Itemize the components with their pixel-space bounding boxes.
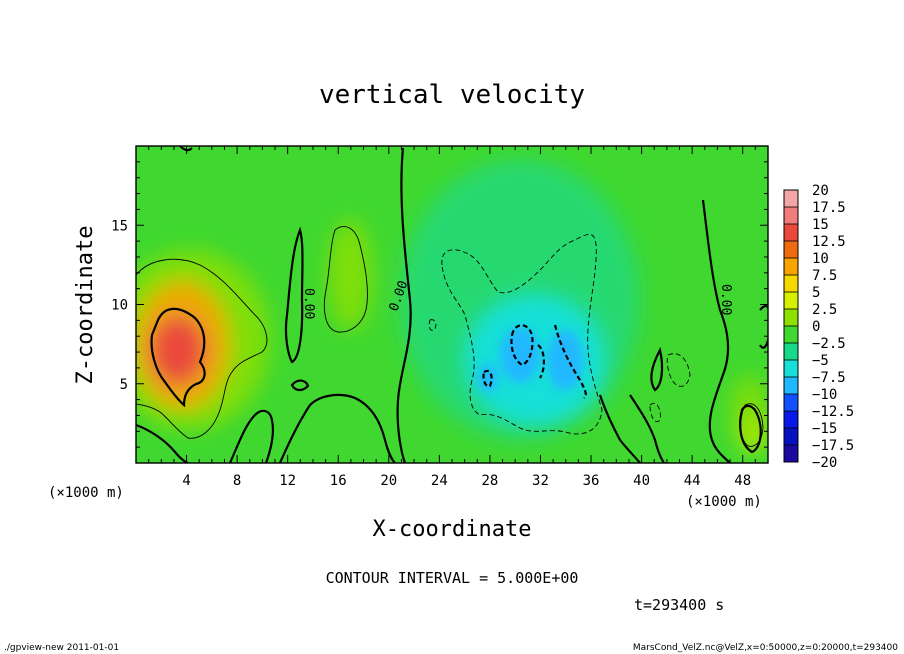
colorbar-swatch: [784, 275, 798, 292]
y-tick-label: 15: [111, 218, 128, 234]
chart-title: vertical velocity: [319, 80, 585, 110]
colorbar-swatch: [784, 224, 798, 241]
colorbar-swatch: [784, 190, 798, 207]
x-tick-label: 44: [684, 473, 701, 489]
colorbar-swatch: [784, 326, 798, 343]
x-unit-label: (×1000 m): [686, 494, 762, 510]
z-unit-label: (×1000 m): [48, 485, 124, 501]
time-label: t=293400 s: [634, 596, 724, 614]
contour-minus5-b: [666, 353, 691, 387]
colorbar-swatch: [784, 343, 798, 360]
x-tick-label: 32: [532, 473, 549, 489]
contour-minus10-b: [553, 324, 587, 399]
plot-area: 0.00 0.00 0.00: [136, 146, 768, 463]
contour-zero-36: [598, 394, 641, 463]
colorbar-label: 20: [812, 183, 829, 199]
colorbar-swatch: [784, 360, 798, 377]
downdraft-core-a: [500, 327, 540, 383]
colorbar-swatch: [784, 411, 798, 428]
colorbar-label: −5: [812, 353, 829, 369]
colorbar-label: 7.5: [812, 268, 837, 284]
x-tick-label: 16: [330, 473, 347, 489]
colorbar-label: 2.5: [812, 302, 837, 318]
colorbar-label: −2.5: [812, 336, 846, 352]
colorbar-label: 17.5: [812, 200, 846, 216]
colorbar-label: 0: [812, 319, 820, 335]
y-tick-label: 5: [120, 377, 128, 393]
positive-plume-right: [730, 375, 768, 445]
colorbar-swatch: [784, 241, 798, 258]
colorbar: 2017.51512.5107.552.50−2.5−5−7.5−10−12.5…: [783, 183, 854, 471]
updraft-core: [150, 315, 206, 385]
contour-zero-40: [629, 394, 665, 463]
contour-zero-top: [179, 146, 193, 152]
contour-updraft-core: [150, 307, 206, 408]
contour-zero-left-bottom: [136, 423, 189, 463]
footer-right: MarsCond_VelZ.nc@VelZ,x=0:50000,z=0:2000…: [632, 643, 898, 653]
x-tick-label: 48: [734, 473, 751, 489]
contour-interval: CONTOUR INTERVAL = 5.000E+00: [326, 569, 579, 587]
x-tick-label: 4: [182, 473, 190, 489]
colorbar-swatch: [784, 258, 798, 275]
contour-minus10-d: [537, 344, 545, 379]
colorbar-swatch: [784, 394, 798, 411]
colorbar-label: −7.5: [812, 370, 846, 386]
contour-zero-48: [739, 404, 762, 454]
contour-zero-12: [284, 226, 304, 364]
x-tick-label: 24: [431, 473, 448, 489]
x-tick-label: 28: [481, 473, 498, 489]
contour-zero-lower-left: [228, 409, 274, 463]
colorbar-label: 10: [812, 251, 829, 267]
x-axis-label: X-coordinate: [373, 517, 532, 542]
colorbar-label: 12.5: [812, 234, 846, 250]
contour-zero-32: [650, 346, 664, 392]
colorbar-label: −12.5: [812, 404, 854, 420]
colorbar-label: −17.5: [812, 438, 854, 454]
colorbar-label: −10: [812, 387, 837, 403]
colorbar-swatch: [784, 428, 798, 445]
colorbar-swatch: [784, 445, 798, 462]
x-tick-label: 12: [279, 473, 296, 489]
contour-minus10-c: [482, 369, 493, 388]
contour-zero-20: [396, 147, 412, 463]
contour-zero-44: [701, 199, 731, 463]
contour-label-zero-12: 0.00: [301, 288, 316, 319]
positive-plume-16: [328, 220, 372, 330]
downdraft-core-b: [547, 330, 583, 390]
colorbar-label: −20: [812, 455, 837, 471]
colorbar-swatch: [784, 309, 798, 326]
x-tick-label: 40: [633, 473, 650, 489]
footer-left: ./gpview-new 2011-01-01: [4, 643, 120, 653]
y-axis-ticks: 5 10 15: [111, 161, 768, 448]
x-tick-label: 8: [233, 473, 241, 489]
downdraft-core-c: [478, 364, 498, 392]
contour-label-zero-44: 0.00: [718, 284, 733, 315]
contour-zero-right-edge: [759, 304, 768, 349]
contour-zero-12-small: [290, 379, 310, 392]
x-tick-label: 20: [380, 473, 397, 489]
x-axis-ticks: 4 8 12 16 20 24 28 32 36 40 44 48: [148, 146, 756, 489]
contour-plus5-plume: [323, 226, 368, 333]
colorbar-label: 5: [812, 285, 820, 301]
colorbar-swatch: [784, 207, 798, 224]
x-tick-label: 36: [583, 473, 600, 489]
y-tick-label: 10: [111, 298, 128, 314]
colorbar-swatch: [784, 377, 798, 394]
contour-plus5-right: [740, 403, 764, 447]
contour-plus5-left: [136, 258, 268, 439]
colorbar-label: 15: [812, 217, 829, 233]
contour-zero-lower-mid: [278, 393, 396, 463]
contour-minus5: [441, 233, 603, 435]
contour-minus5-c: [428, 319, 437, 331]
y-axis-label: Z-coordinate: [73, 226, 98, 385]
contour-minus10-a: [510, 324, 534, 367]
colorbar-swatch: [784, 292, 798, 309]
colorbar-label: −15: [812, 421, 837, 437]
contour-minus5-d: [649, 403, 661, 423]
